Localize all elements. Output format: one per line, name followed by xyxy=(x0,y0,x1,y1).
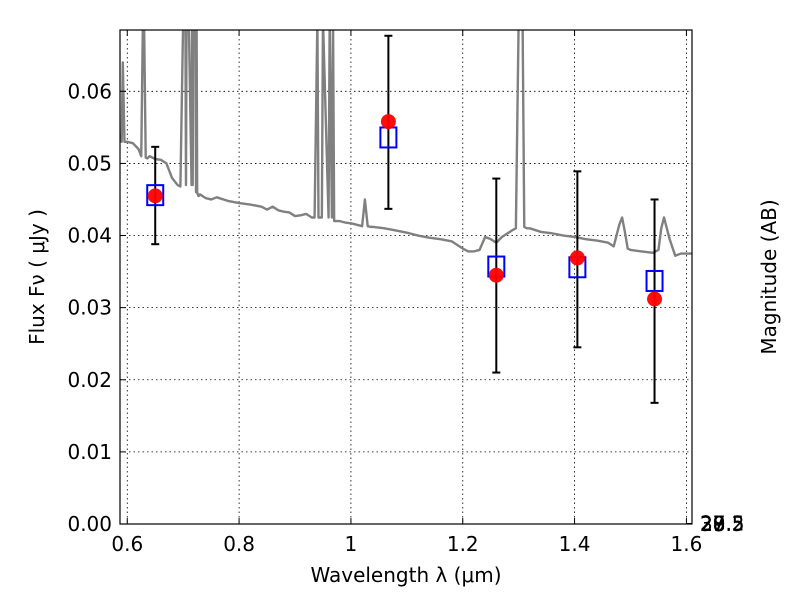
y2-tick-label: 28.5 xyxy=(700,512,745,536)
x-tick-label: 0.6 xyxy=(111,532,143,556)
y2-tick-label: 27.2 xyxy=(700,512,745,536)
y-tick-label: 0.06 xyxy=(67,79,112,103)
y2-tick-label: 30 xyxy=(700,512,725,536)
y-tick-label: 0.03 xyxy=(67,296,112,320)
y-tick-label: 0.00 xyxy=(67,512,112,536)
x-tick-label: 0.8 xyxy=(223,532,255,556)
observed-point xyxy=(488,267,504,283)
y-tick-label: 0.02 xyxy=(67,368,112,392)
grid xyxy=(120,30,692,525)
spectrum-line xyxy=(120,30,692,257)
y2-tick-label: 28 xyxy=(700,512,725,536)
plot-area xyxy=(120,30,692,404)
x-tick-label: 1.6 xyxy=(671,532,703,556)
y-tick-label: 0.04 xyxy=(67,224,112,248)
y2-tick-label: 27.5 xyxy=(700,512,745,536)
model-square-point xyxy=(645,269,664,292)
y-tick-label: 0.01 xyxy=(67,440,112,464)
observed-point xyxy=(647,291,663,307)
x-tick-label: 1.4 xyxy=(559,532,591,556)
axis-ticks: 0.6 0.8 1 1.2 1.4 1.6 0.00 0.01 0.02 0.03 0.04 0.05… xyxy=(67,30,745,556)
model-square-point xyxy=(146,184,165,207)
plot-frame xyxy=(119,29,693,525)
y-tick-label: 0.05 xyxy=(67,151,112,175)
x-axis-title: Wavelength λ (μm) xyxy=(310,563,501,587)
observed-point xyxy=(147,188,163,204)
y2-tick-label: 29 xyxy=(700,512,725,536)
y-axis-title: Flux Fν ( μJy ) xyxy=(25,209,49,345)
observed-point xyxy=(569,250,585,266)
y2-axis-title: Magnitude (AB) xyxy=(757,199,781,354)
y2-tick-label: 27 xyxy=(700,512,725,536)
x-tick-label: 1 xyxy=(345,532,358,556)
observed-point xyxy=(380,114,396,130)
x-tick-label: 1.2 xyxy=(447,532,479,556)
